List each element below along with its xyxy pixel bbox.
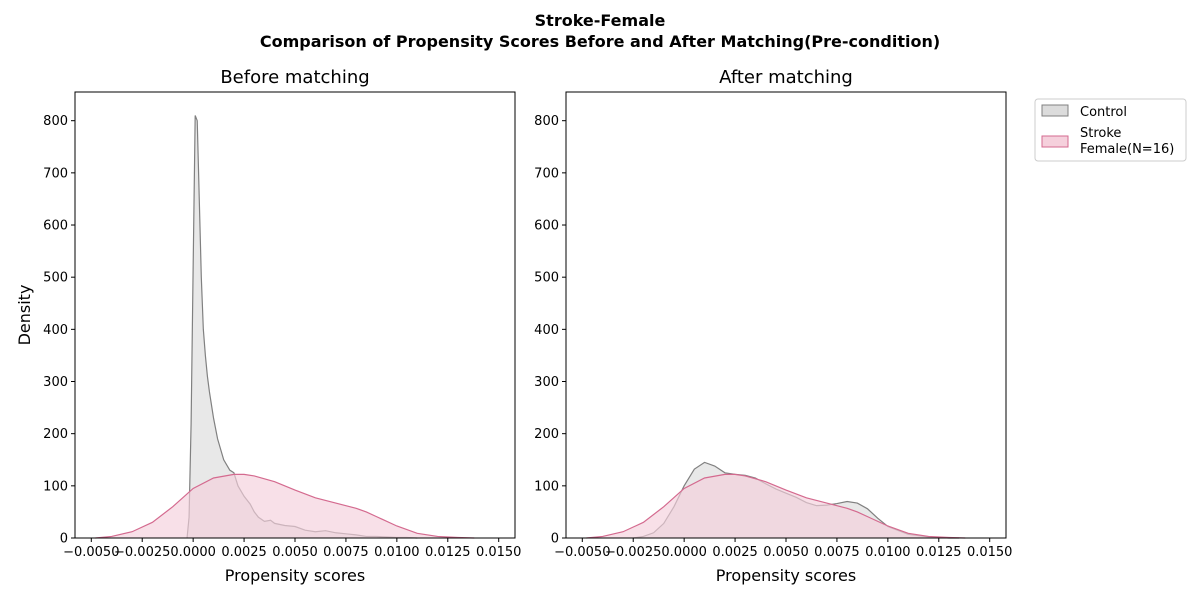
x-tick-label: 0.0150 xyxy=(476,545,522,560)
x-tick-label: −0.0050 xyxy=(63,545,119,560)
x-tick-label: 0.0150 xyxy=(967,545,1013,560)
y-tick-label: 600 xyxy=(534,219,559,234)
legend-frame xyxy=(1034,98,1187,162)
x-tick-label: 0.0000 xyxy=(170,545,216,560)
panel-after-matching: −0.0050−0.0025 0.0000 0.0025 0.0050 0.0075 0.… xyxy=(534,67,1012,585)
y-tick-label: 200 xyxy=(43,427,68,442)
series-line-stroke-female-n-16 xyxy=(95,473,475,539)
x-tick-label: 0.0050 xyxy=(763,545,809,560)
x-tick-label: 0.0050 xyxy=(272,545,318,560)
y-tick-label: 600 xyxy=(43,219,68,234)
x-tick-label: −0.0025 xyxy=(114,545,170,560)
x-tick-label: 0.0100 xyxy=(374,545,420,560)
x-tick-label: −0.0050 xyxy=(554,545,610,560)
y-tick-label: 0 xyxy=(551,532,559,547)
legend: Control Stroke Female(N=16) xyxy=(1034,98,1187,162)
suptitle-line-1: Stroke-Female xyxy=(535,11,666,30)
y-tick-label: 500 xyxy=(43,271,68,286)
legend-label-control: Control xyxy=(1080,105,1127,120)
y-tick-label: 0 xyxy=(60,532,68,547)
y-tick-label: 500 xyxy=(534,271,559,286)
y-tick-label: 400 xyxy=(43,323,68,338)
panel-title: After matching xyxy=(719,67,853,88)
series-area-stroke-female-n-16 xyxy=(586,474,966,538)
panel-title: Before matching xyxy=(220,67,369,88)
series-area-control xyxy=(187,115,418,538)
y-tick-label: 800 xyxy=(534,114,559,129)
x-tick-label: 0.0100 xyxy=(865,545,911,560)
y-tick-label: 100 xyxy=(534,479,559,494)
y-tick-label: 800 xyxy=(43,114,68,129)
series-area-stroke-female-n-16 xyxy=(95,474,475,538)
panel-before-matching: −0.0050−0.0025 0.0000 0.0025 0.0050 0.0075 0.… xyxy=(15,67,521,585)
suptitle-line-2: Comparison of Propensity Scores Before a… xyxy=(260,32,940,51)
x-tick-label: 0.0075 xyxy=(323,545,369,560)
axes-frame xyxy=(565,91,1007,539)
legend-label-stroke-line-1: Stroke xyxy=(1080,126,1121,141)
y-tick-label: 400 xyxy=(534,323,559,338)
legend-label-stroke-line-2: Female(N=16) xyxy=(1080,142,1174,157)
axes-frame xyxy=(74,91,516,539)
x-tick-label: 0.0025 xyxy=(712,545,758,560)
y-tick-label: 300 xyxy=(534,375,559,390)
x-tick-label: −0.0025 xyxy=(605,545,661,560)
x-tick-label: 0.0125 xyxy=(916,545,962,560)
y-axis-label: Density xyxy=(15,285,34,346)
x-axis-label: Propensity scores xyxy=(225,566,365,585)
series-line-stroke-female-n-16 xyxy=(586,473,966,539)
y-tick-label: 700 xyxy=(534,166,559,181)
y-tick-label: 700 xyxy=(43,166,68,181)
y-tick-label: 200 xyxy=(534,427,559,442)
x-tick-label: 0.0075 xyxy=(814,545,860,560)
x-tick-label: 0.0000 xyxy=(661,545,707,560)
x-axis-label: Propensity scores xyxy=(716,566,856,585)
y-tick-label: 300 xyxy=(43,375,68,390)
x-tick-label: 0.0025 xyxy=(221,545,267,560)
legend-swatch-control xyxy=(1041,104,1069,117)
x-tick-label: 0.0125 xyxy=(425,545,471,560)
y-tick-label: 100 xyxy=(43,479,68,494)
legend-swatch-stroke-female xyxy=(1041,135,1069,148)
